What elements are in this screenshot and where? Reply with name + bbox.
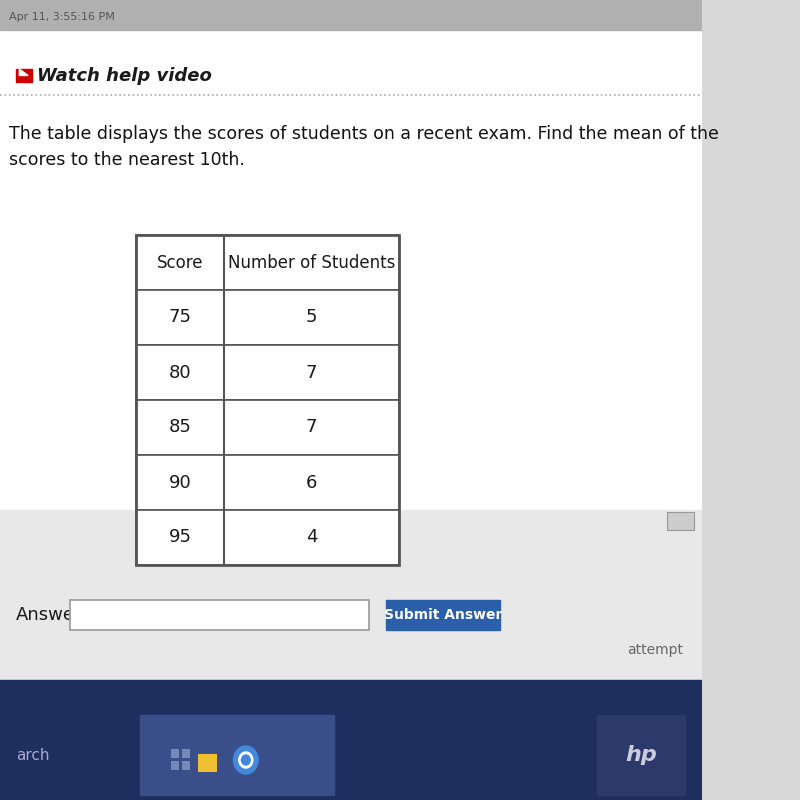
Text: Number of Students: Number of Students	[228, 254, 395, 271]
Bar	[70, 600, 369, 630]
Bar	[136, 455, 399, 510]
Text: Submit Answer: Submit Answer	[384, 608, 502, 622]
Text: 95: 95	[169, 529, 191, 546]
Text: 85: 85	[169, 418, 191, 437]
Bar	[136, 345, 399, 400]
Bar	[141, 715, 334, 795]
Text: The table displays the scores of students on a recent exam. Find the mean of the: The table displays the scores of student…	[9, 125, 718, 170]
Text: 4: 4	[306, 529, 318, 546]
Bar	[667, 512, 694, 530]
Text: 7: 7	[306, 363, 318, 382]
Bar	[136, 400, 399, 455]
Text: attempt: attempt	[627, 643, 683, 657]
Polygon shape	[19, 69, 28, 75]
Text: Answer:: Answer:	[16, 606, 88, 624]
Circle shape	[239, 752, 253, 768]
Circle shape	[234, 746, 258, 774]
Bar	[136, 290, 399, 345]
Text: arch: arch	[16, 747, 50, 762]
Text: 80: 80	[169, 363, 191, 382]
Text: 75: 75	[169, 309, 191, 326]
Text: 90: 90	[169, 474, 191, 491]
Bar	[597, 715, 685, 795]
Bar	[0, 510, 702, 680]
Bar	[136, 235, 399, 565]
Bar	[171, 761, 179, 770]
Bar	[182, 761, 190, 770]
Bar	[136, 510, 399, 565]
Bar	[198, 754, 217, 772]
Bar	[386, 600, 501, 630]
Bar	[136, 235, 399, 290]
Bar	[0, 30, 702, 680]
Text: Score: Score	[157, 254, 203, 271]
Text: hp: hp	[625, 745, 657, 765]
Bar	[182, 749, 190, 758]
Text: 7: 7	[306, 418, 318, 437]
Text: Watch help video: Watch help video	[37, 67, 212, 85]
Bar	[16, 69, 32, 82]
Circle shape	[242, 755, 250, 765]
Bar	[171, 749, 179, 758]
Bar	[0, 0, 702, 30]
Text: Apr 11, 3:55:16 PM: Apr 11, 3:55:16 PM	[9, 12, 114, 22]
Text: 5: 5	[306, 309, 318, 326]
Bar	[0, 680, 702, 800]
Text: 6: 6	[306, 474, 318, 491]
